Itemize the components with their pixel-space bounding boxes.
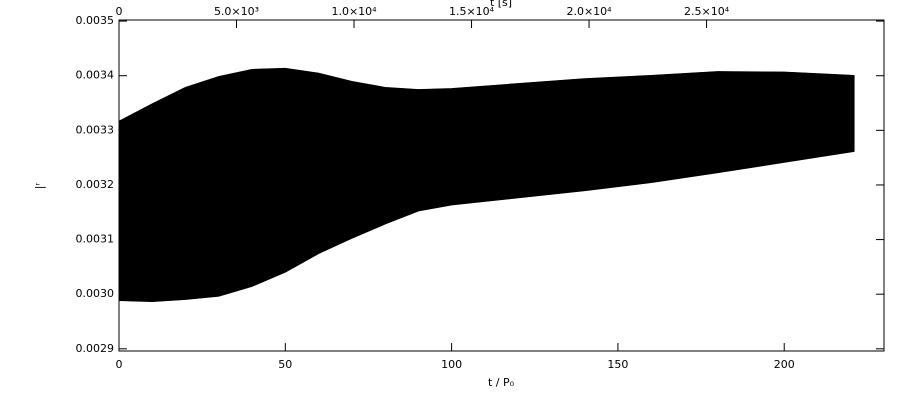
x-tick-label: 50: [278, 358, 292, 371]
y-axis-title: |ʳ: [33, 183, 46, 190]
band-fill: [118, 68, 855, 302]
y-tick-label: 0.0034: [76, 69, 115, 82]
y-tick-label: 0.0035: [76, 14, 115, 27]
y-tick-label: 0.0030: [76, 287, 115, 300]
y-tick-label: 0.0031: [76, 233, 115, 246]
x2-tick-label: 2.5×10⁴: [684, 5, 730, 18]
x-tick-label: 150: [607, 358, 628, 371]
y-tick-label: 0.0032: [76, 178, 115, 191]
y-tick-label: 0.0029: [76, 342, 115, 355]
band-edge: [118, 150, 855, 303]
x2-tick-label: 2.0×10⁴: [566, 5, 612, 18]
x2-tick-label: 5.0×10³: [214, 5, 259, 18]
x2-tick-label: 1.0×10⁴: [331, 5, 377, 18]
x2-tick-label: 0: [116, 5, 123, 18]
x2-axis-title: t [s]: [490, 0, 512, 9]
x-tick-label: 0: [116, 358, 123, 371]
plot-frame: [118, 19, 885, 352]
x-tick-label: 200: [774, 358, 795, 371]
x-axis-title: t / P₀: [488, 376, 515, 389]
x-tick-label: 100: [441, 358, 462, 371]
x2-tick-label: 1.5×10⁴: [449, 5, 495, 18]
y-tick-label: 0.0033: [76, 123, 115, 136]
band-edge: [118, 67, 855, 123]
